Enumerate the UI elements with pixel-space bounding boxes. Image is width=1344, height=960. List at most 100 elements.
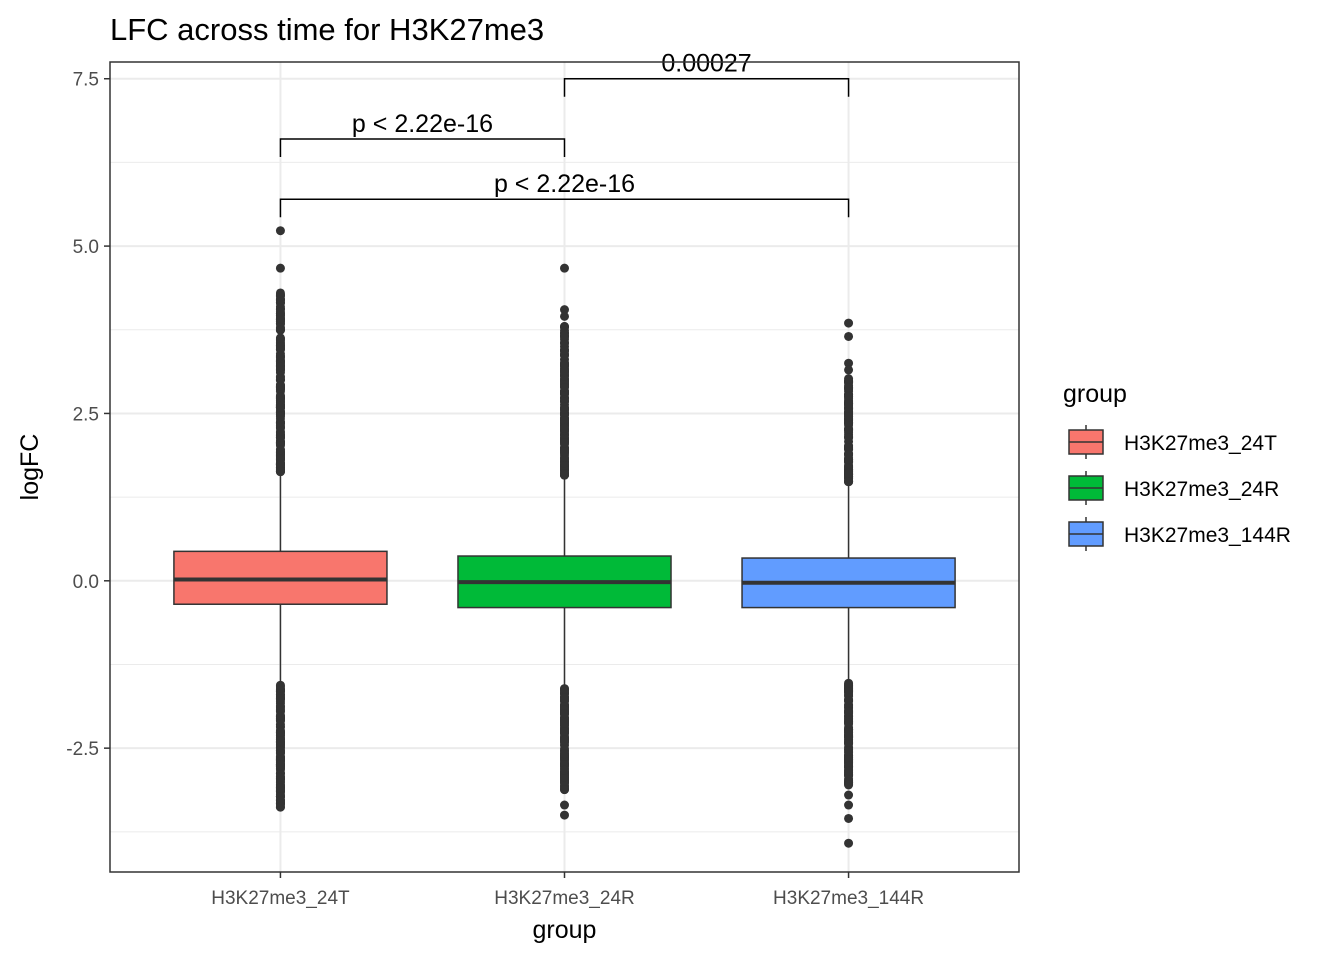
outlier-point [844,727,854,737]
outlier-point [844,358,854,368]
outlier-point [844,766,854,776]
outlier-point [275,411,285,421]
bracket-label: 0.00027 [661,50,751,78]
outlier-point [275,727,285,737]
outlier-point [560,785,569,795]
outlier-point [560,358,569,368]
outlier-point [844,392,854,402]
outlier-point [560,263,569,273]
outlier-point [275,325,285,335]
outlier-point [275,372,285,382]
outlier-point [560,800,569,810]
legend-item-H3K27me3_144R: H3K27me3_144R [1068,517,1291,551]
outlier-point [560,404,569,414]
legend-label: H3K27me3_24T [1124,432,1277,455]
outlier-point [275,403,285,413]
outlier-point [844,838,854,848]
outlier-point [275,710,285,720]
outlier-point [844,433,854,443]
outlier-point [275,772,285,782]
outlier-point [275,362,285,372]
outlier-point [275,746,285,756]
y-tick-label: 5.0 [73,237,99,258]
outlier-point [560,339,569,349]
outlier-point [844,718,854,728]
comparison-bracket: p < 2.22e-16 [279,110,566,157]
outlier-point [844,695,854,705]
bracket-line [279,138,566,157]
legend: group H3K27me3_24T H3K27me3_24R H3K27me3_1… [1063,380,1291,551]
outlier-point [560,470,569,480]
outlier-point [275,783,285,793]
outlier-point [560,423,569,433]
outlier-point [560,311,569,321]
x-tick-label: H3K27me3_24R [494,888,634,909]
outlier-point [275,381,285,391]
outlier-point [275,680,285,690]
outlier-point [844,383,854,393]
outlier-point [560,736,569,746]
outlier-point [844,365,854,375]
outlier-point [275,467,285,477]
outlier-point [560,416,569,426]
outlier-point [275,342,285,352]
outlier-point [275,334,285,344]
outlier-point [844,443,854,453]
bracket-line [279,198,850,218]
bracket-label: p < 2.22e-16 [352,110,493,138]
x-axis-title: group [533,916,597,944]
outlier-point [844,800,854,810]
outlier-point [560,765,569,775]
outlier-point [844,813,854,823]
outlier-point [560,321,569,331]
outlier-point [275,263,285,273]
outlier-point [275,426,285,436]
outlier-point [844,468,854,478]
outlier-point [560,367,569,377]
y-tick-label: 2.5 [73,404,99,425]
outlier-point [844,412,854,422]
outlier-point [560,383,569,393]
outlier-point [844,790,854,800]
comparison-bracket: p < 2.22e-16 [279,170,850,218]
outlier-point [560,305,569,315]
outlier-point [275,313,285,323]
outlier-point [275,307,285,317]
outlier-point [560,447,569,457]
outlier-point [844,477,854,487]
bracket-line [563,77,850,97]
outlier-point [844,318,854,328]
outlier-point [844,426,854,436]
outlier-point [560,810,569,820]
outlier-point [844,331,854,341]
box-group-H3K27me3_24R [457,263,672,820]
y-axis-title: logFC [16,434,44,501]
outlier-point [275,736,285,746]
legend-label: H3K27me3_144R [1124,524,1291,547]
outlier-point [560,684,569,694]
y-tick-label: -2.5 [66,739,99,760]
comparison-brackets: p < 2.22e-16 p < 2.22e-16 0.00027 [279,50,850,218]
outlier-point [560,331,569,341]
outlier-point [560,693,569,703]
x-tick-label: H3K27me3_24T [211,888,350,909]
x-tick-label: H3K27me3_144R [773,888,924,909]
outlier-point [560,718,569,728]
outlier-point [844,755,854,765]
outlier-point [844,399,854,409]
outlier-point [844,678,854,688]
outlier-point [275,694,285,704]
box-group-H3K27me3_24T [173,226,388,812]
outlier-point [844,684,854,694]
outlier-point [275,460,285,470]
legend-item-H3K27me3_24R: H3K27me3_24R [1068,471,1279,505]
outlier-point [560,438,569,448]
outlier-point [560,345,569,355]
outlier-point [275,703,285,713]
outlier-point [275,796,285,806]
comparison-bracket: 0.00027 [563,50,850,97]
outlier-point [844,780,854,790]
outlier-point [560,726,569,736]
